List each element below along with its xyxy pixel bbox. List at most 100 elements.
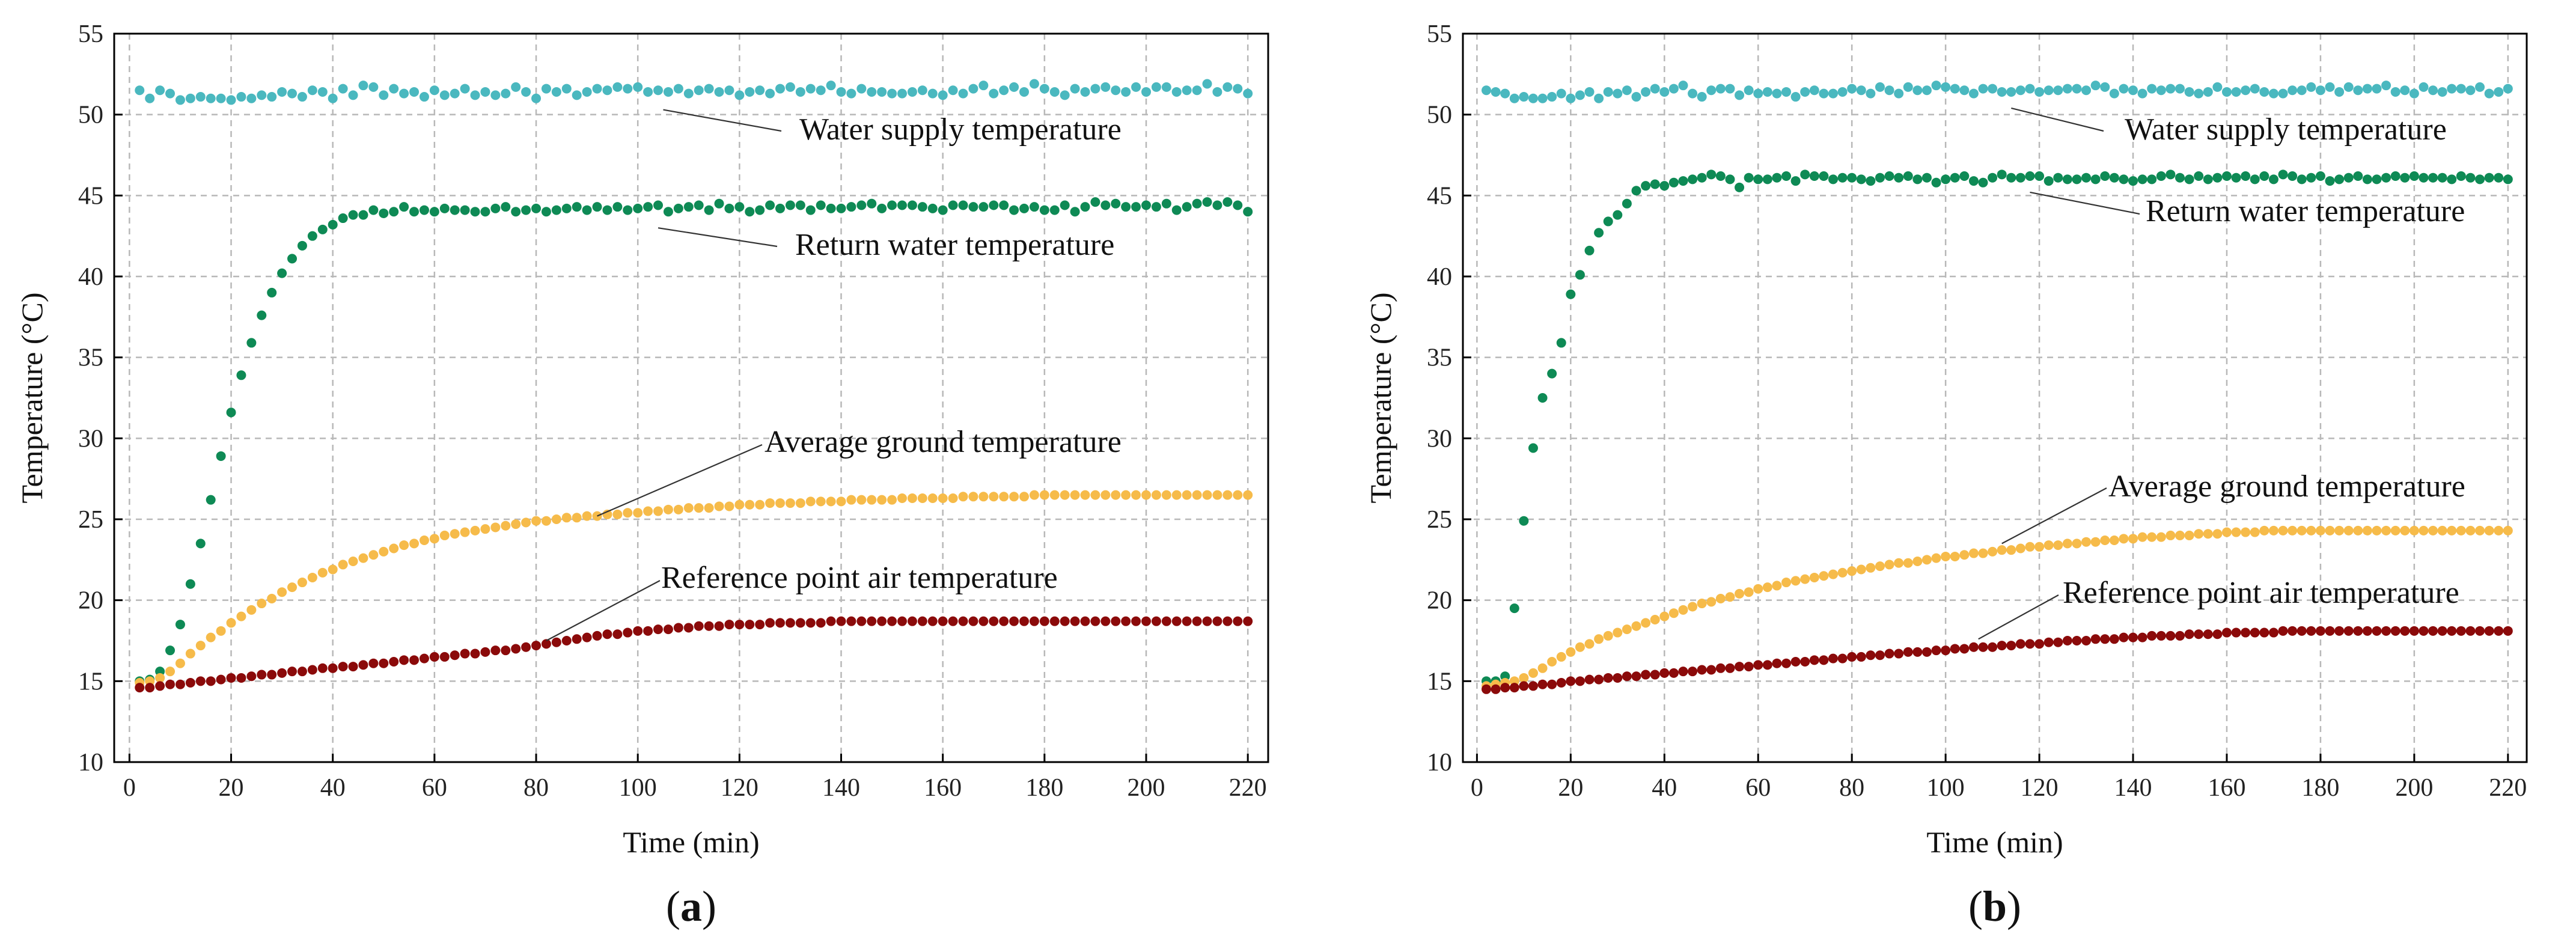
data-point: [1613, 673, 1623, 683]
data-point: [1080, 616, 1090, 626]
data-point: [572, 634, 582, 644]
data-point: [1706, 85, 1717, 96]
data-point: [429, 207, 439, 217]
data-point: [2137, 174, 2147, 185]
data-point: [307, 665, 317, 675]
data-point: [2072, 539, 2082, 549]
data-point: [165, 679, 175, 689]
data-point: [999, 492, 1009, 502]
data-point: [206, 676, 216, 686]
data-point: [236, 673, 246, 683]
data-point: [2100, 171, 2110, 182]
data-point: [1151, 490, 1161, 500]
data-point: [246, 338, 257, 348]
data-point: [2109, 536, 2119, 546]
data-point: [927, 616, 938, 626]
data-point: [2437, 172, 2447, 183]
data-point: [826, 81, 836, 91]
data-point: [938, 90, 948, 100]
data-point: [2447, 84, 2457, 94]
data-point: [1584, 245, 1595, 255]
data-point: [1847, 172, 1857, 183]
data-point: [1049, 87, 1060, 97]
data-point: [1903, 82, 1913, 92]
data-point: [785, 618, 795, 628]
x-tick-label: 20: [1558, 774, 1583, 802]
data-point: [490, 90, 501, 100]
data-point: [2043, 540, 2054, 551]
data-point: [816, 496, 826, 507]
data-point: [1912, 85, 1923, 96]
data-point: [2456, 525, 2466, 536]
data-point: [1837, 567, 1848, 578]
data-point: [561, 203, 572, 213]
data-point: [521, 517, 531, 528]
y-tick-label: 15: [78, 668, 103, 695]
data-point: [1772, 658, 1782, 668]
series-water-supply-temperature: [135, 79, 1253, 105]
data-point: [1941, 82, 1951, 92]
data-point: [257, 670, 267, 680]
data-point: [1837, 653, 1848, 664]
data-point: [389, 84, 399, 94]
data-point: [1019, 492, 1030, 502]
data-point: [1650, 670, 1660, 680]
data-point: [1161, 490, 1171, 500]
data-point: [1019, 203, 1030, 213]
data-point: [1080, 202, 1090, 212]
data-point: [1735, 588, 1745, 599]
data-point: [206, 495, 216, 505]
x-tick-label: 80: [1839, 774, 1864, 802]
data-point: [846, 616, 856, 626]
data-point: [734, 499, 745, 510]
x-tick-label: 140: [822, 774, 860, 802]
data-point: [2437, 626, 2447, 636]
data-point: [1819, 171, 1829, 182]
data-point: [2278, 88, 2288, 99]
data-point: [1192, 490, 1202, 500]
data-point: [1049, 616, 1060, 626]
data-point: [1111, 490, 1121, 500]
x-tick-label: 160: [2208, 774, 2245, 802]
y-tick-label: 10: [78, 749, 103, 777]
data-point: [1978, 84, 1988, 94]
data-point: [2175, 530, 2185, 540]
data-point: [1641, 670, 1651, 680]
data-point: [2362, 525, 2372, 536]
series-water-supply-temperature: [1481, 81, 2513, 103]
data-point: [1866, 650, 1876, 661]
data-point: [958, 492, 968, 502]
data-point: [2494, 87, 2504, 97]
annotation-leader: [597, 444, 763, 517]
data-point: [2409, 171, 2419, 182]
annotation-leader: [2030, 191, 2140, 215]
data-point: [2259, 171, 2269, 182]
data-point: [338, 84, 348, 94]
data-point: [683, 503, 694, 513]
data-point: [1131, 202, 1141, 212]
data-point: [1978, 177, 1988, 188]
data-point: [1641, 87, 1651, 97]
data-point: [338, 560, 348, 570]
data-point: [1931, 177, 1941, 188]
y-tick-label: 25: [1427, 506, 1452, 534]
data-point: [2006, 172, 2016, 183]
data-point: [2288, 525, 2298, 536]
data-point: [541, 516, 551, 526]
data-point: [470, 648, 480, 659]
data-point: [745, 620, 755, 630]
data-point: [2025, 84, 2035, 94]
data-point: [907, 493, 917, 503]
data-point: [1762, 582, 1772, 593]
data-point: [419, 205, 429, 215]
data-point: [1988, 642, 1998, 652]
data-point: [521, 642, 531, 652]
data-point: [816, 200, 826, 210]
data-point: [907, 616, 917, 626]
data-point: [216, 674, 226, 685]
data-point: [1111, 85, 1121, 96]
data-point: [399, 202, 409, 212]
data-point: [2221, 627, 2232, 638]
data-point: [2381, 626, 2391, 636]
data-point: [1781, 658, 1792, 668]
